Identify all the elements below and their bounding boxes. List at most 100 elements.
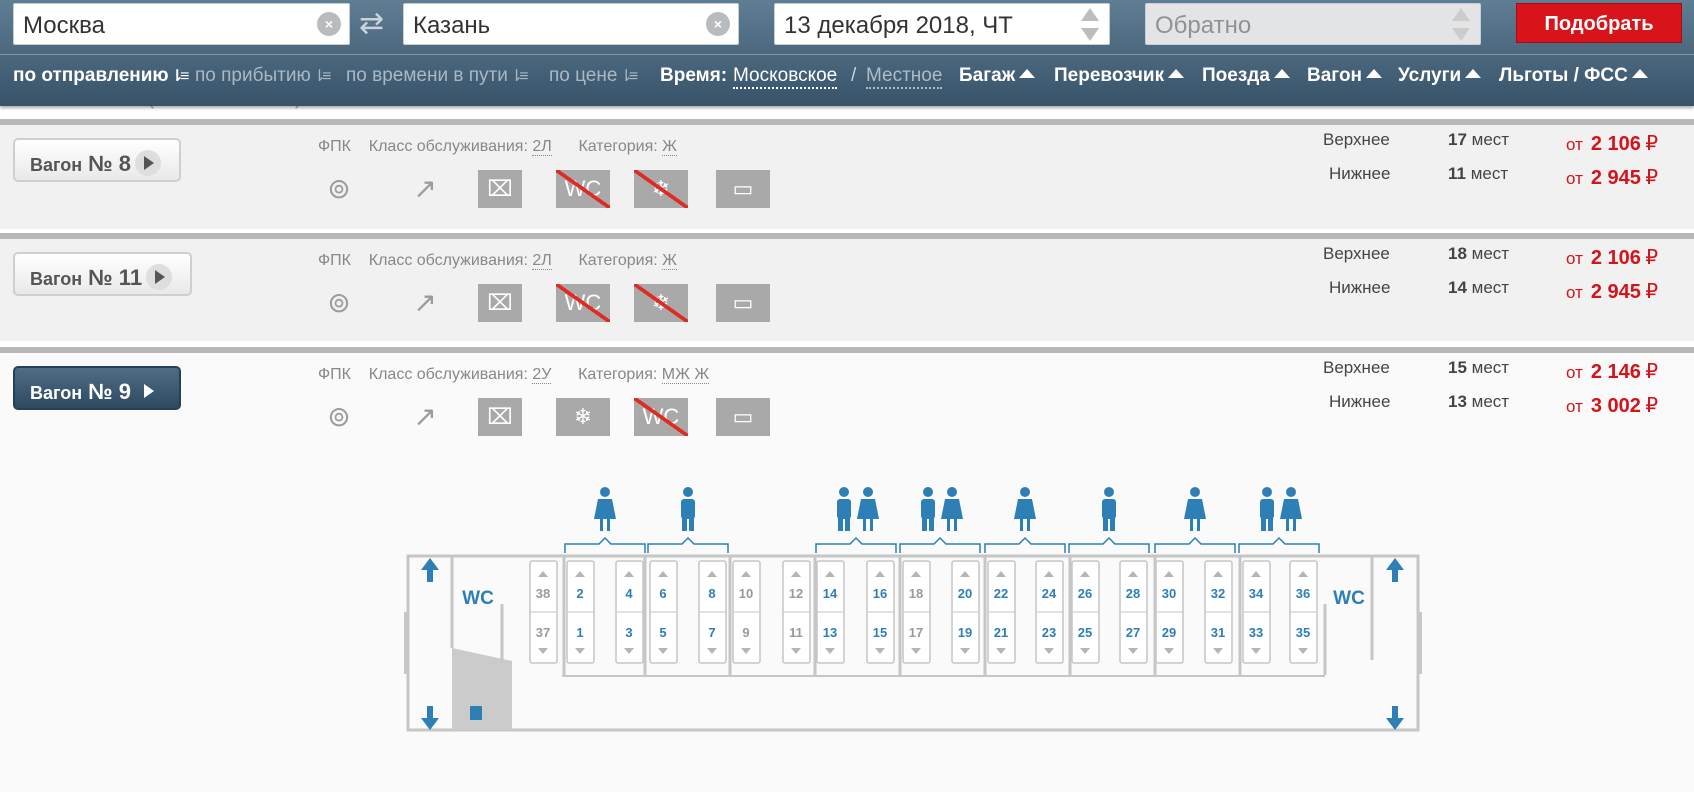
- lower-seats-count: 11: [1448, 164, 1466, 183]
- date-spinner-icon[interactable]: [1079, 6, 1101, 44]
- from-word: от: [1566, 397, 1583, 416]
- wagon-number: № 8: [88, 151, 131, 176]
- to-station-value: Казань: [413, 12, 491, 39]
- sort-by-duration[interactable]: по времени в пути ⇂≡: [346, 65, 529, 87]
- upper-seats: 17 мест: [1448, 130, 1509, 150]
- sort-by-departure[interactable]: по отправлению ⇂≡: [13, 65, 190, 87]
- sort-by-price[interactable]: по цене ⇂≡: [549, 65, 638, 87]
- return-date-placeholder: Обратно: [1155, 12, 1252, 39]
- ruble-icon: ₽: [1645, 395, 1659, 417]
- lower-label: Нижнее: [1329, 392, 1391, 411]
- caret-up-icon: [1019, 69, 1036, 78]
- chart-icon: ↗: [413, 401, 437, 432]
- linen-icon: ▭: [716, 398, 770, 436]
- departure-date-input[interactable]: 13 декабря 2018, ЧТ: [774, 3, 1110, 45]
- wagon-category[interactable]: Ж: [662, 252, 677, 270]
- clear-to-icon[interactable]: ×: [706, 12, 730, 36]
- ruble-icon: ₽: [1645, 167, 1659, 189]
- service-class[interactable]: 2Л: [532, 138, 552, 156]
- seats-word: мест: [1471, 244, 1510, 263]
- upper-price[interactable]: от 2 146 ₽: [1566, 359, 1658, 384]
- sort-by-arrival[interactable]: по прибытию ⇂≡: [195, 65, 331, 87]
- time-separator: /: [851, 65, 857, 86]
- time-moscow-toggle[interactable]: Московское: [733, 65, 838, 89]
- upper-price[interactable]: от 2 106 ₽: [1566, 245, 1658, 270]
- linen-icon: ▭: [716, 284, 770, 322]
- restaurant-icon: ⊚: [327, 401, 351, 432]
- lower-seats: 13 мест: [1448, 392, 1509, 412]
- filter-trains[interactable]: Поезда: [1202, 65, 1290, 87]
- category-label: Категория:: [578, 138, 658, 155]
- category-label: Категория:: [578, 252, 658, 269]
- sort-icon: ⇂≡: [509, 68, 529, 85]
- lower-price[interactable]: от 3 002 ₽: [1566, 393, 1658, 418]
- search-submit-button[interactable]: Подобрать: [1516, 3, 1682, 43]
- filter-benefits[interactable]: Льготы / ФСС: [1499, 65, 1648, 87]
- filter-baggage[interactable]: Багаж: [959, 65, 1036, 87]
- return-date-input[interactable]: Обратно: [1145, 3, 1481, 45]
- from-station-input[interactable]: Москва ×: [13, 3, 350, 45]
- lower-seats-count: 14: [1448, 278, 1467, 297]
- wagon-number-value: 8: [118, 151, 132, 176]
- lower-price[interactable]: от 2 945 ₽: [1566, 279, 1658, 304]
- wagon-info: ФПК Класс обслуживания: 2Л Категория: Ж: [318, 138, 677, 156]
- service-class[interactable]: 2У: [532, 366, 552, 384]
- from-word: от: [1566, 283, 1583, 302]
- carrier-name: ФПК: [318, 252, 351, 269]
- sort-icon: ⇂≡: [170, 68, 190, 85]
- upper-label: Верхнее: [1323, 130, 1390, 149]
- upper-seats-count: 18: [1448, 244, 1467, 263]
- time-label: Время:: [660, 65, 728, 86]
- sort-icon: ⇂≡: [619, 68, 638, 85]
- luggage-icon: ⌧: [478, 170, 522, 208]
- filter-label: Вагон: [1307, 65, 1363, 86]
- play-arrow-icon: [146, 264, 173, 290]
- time-local-toggle[interactable]: Местное: [866, 65, 943, 89]
- wagon-category[interactable]: Ж: [662, 138, 677, 156]
- clear-from-icon[interactable]: ×: [317, 12, 341, 36]
- class-label: Класс обслуживания:: [368, 138, 528, 155]
- wagon-label: Вагон: [30, 155, 83, 175]
- wagon-category[interactable]: МЖ Ж: [661, 366, 710, 384]
- luggage-icon: ⌧: [478, 398, 522, 436]
- swap-stations-icon[interactable]: ⇄: [359, 7, 385, 40]
- wagon-info: ФПК Класс обслуживания: 2У Категория: МЖ…: [318, 366, 710, 384]
- unavailable-strike: [634, 170, 688, 208]
- filter-label: Льготы / ФСС: [1499, 65, 1628, 86]
- service-class[interactable]: 2Л: [532, 252, 552, 270]
- play-arrow-icon: [135, 378, 161, 404]
- number-sign: №: [88, 151, 113, 176]
- ruble-icon: ₽: [1645, 281, 1659, 303]
- wc-icon: WC: [556, 170, 610, 208]
- to-station-input[interactable]: Казань ×: [403, 3, 739, 45]
- wagon-toggle-button[interactable]: Вагон № 11: [13, 252, 192, 296]
- upper-seats-count: 15: [1448, 358, 1467, 377]
- carrier-name: ФПК: [318, 366, 351, 383]
- caret-up-icon: [1366, 69, 1383, 78]
- header-divider: [0, 54, 1694, 55]
- chart-icon: ↗: [413, 287, 437, 318]
- restaurant-icon: ⊚: [327, 173, 351, 204]
- upper-seats: 15 мест: [1448, 358, 1509, 378]
- return-spinner-icon[interactable]: [1450, 6, 1472, 44]
- from-word: от: [1566, 363, 1583, 382]
- lower-price[interactable]: от 2 945 ₽: [1566, 165, 1658, 190]
- unavailable-strike: [556, 170, 610, 208]
- ruble-icon: ₽: [1645, 247, 1659, 269]
- filter-wagon[interactable]: Вагон: [1307, 65, 1383, 87]
- wagon-toggle-button[interactable]: Вагон № 8: [13, 138, 181, 182]
- play-arrow-icon: [135, 150, 162, 176]
- lower-seats: 14 мест: [1448, 278, 1509, 298]
- seats-word: мест: [1470, 164, 1509, 183]
- filter-services[interactable]: Услуги: [1398, 65, 1482, 87]
- class-label: Класс обслуживания:: [368, 366, 528, 383]
- search-header: Москва × ⇄ Казань × 13 декабря 2018, ЧТ …: [0, 0, 1694, 106]
- filter-carrier[interactable]: Перевозчик: [1054, 65, 1185, 87]
- wagon-number: № 11: [88, 265, 142, 290]
- unavailable-strike: [634, 398, 688, 436]
- wagon-toggle-button[interactable]: Вагон № 9: [13, 366, 181, 410]
- wc-icon: WC: [634, 398, 688, 436]
- wagon-card: Вагон № 11 ФПК Класс обслуживания: 2Л Кате…: [0, 233, 1694, 341]
- wagon-label: Вагон: [30, 383, 83, 403]
- upper-price[interactable]: от 2 106 ₽: [1566, 131, 1658, 156]
